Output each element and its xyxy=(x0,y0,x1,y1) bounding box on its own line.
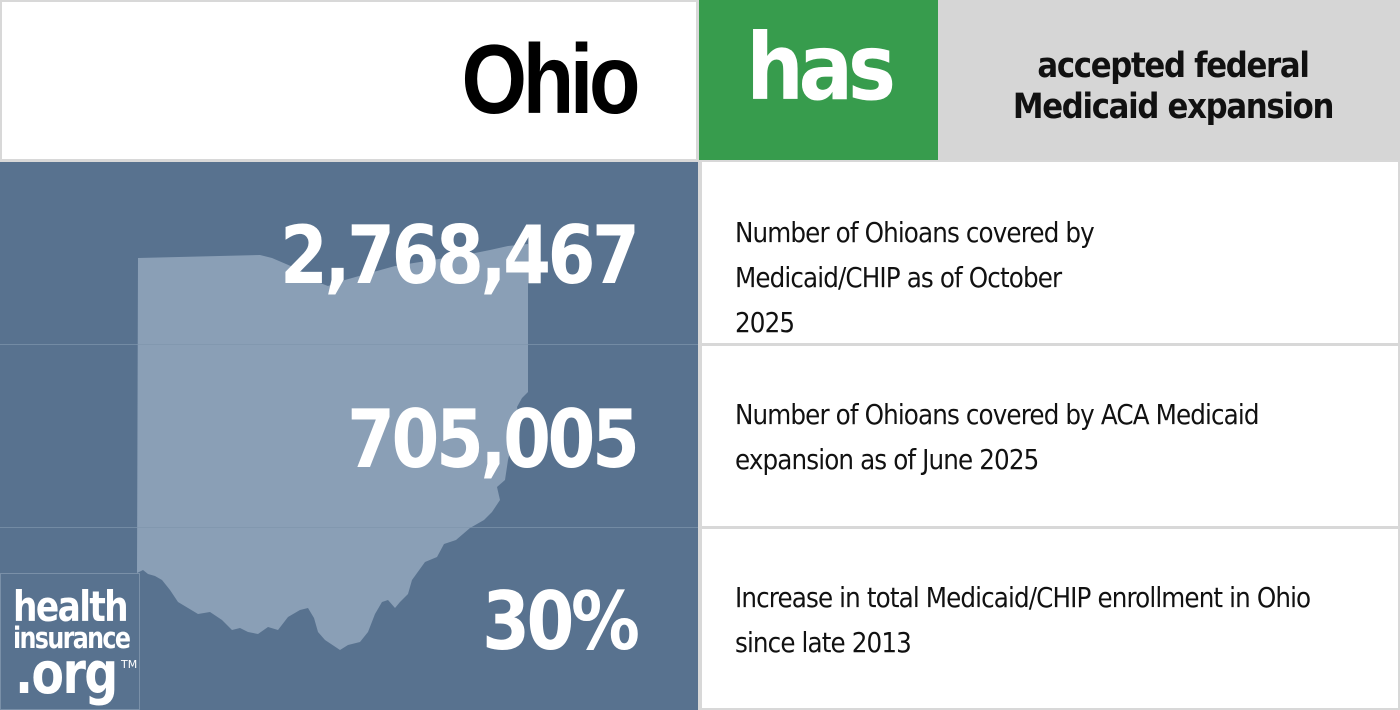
stat-value-expansion-enrollment: 705,005 xyxy=(346,393,640,486)
status-description-line1: accepted federal xyxy=(1037,46,1310,86)
stat-description-cell: Increase in total Medicaid/CHIP enrollme… xyxy=(702,529,1398,708)
stat-description-enrollment-increase: Increase in total Medicaid/CHIP enrollme… xyxy=(735,581,1311,659)
healthinsurance-org-logo[interactable]: health insurance .org TM xyxy=(0,573,140,710)
stat-description-expansion-enrollment: Number of Ohioans covered by ACA Medicai… xyxy=(735,398,1260,476)
expansion-status-description: accepted federal Medicaid expansion xyxy=(938,0,1400,160)
logo-line-org: .org xyxy=(15,639,118,707)
stat-description-cell: Number of Ohioans covered by ACA Medicai… xyxy=(702,346,1398,526)
ohio-map-icon xyxy=(137,244,528,650)
trademark-symbol: TM xyxy=(121,658,138,671)
state-name-header: Ohio xyxy=(2,2,696,159)
status-description-line2: Medicaid expansion xyxy=(1012,87,1335,127)
stat-description-cell: Number of Ohioans covered by Medicaid/CH… xyxy=(702,162,1398,343)
logo-line-insurance: insurance xyxy=(13,621,131,655)
row-divider xyxy=(0,527,698,528)
stats-values-panel: 2,768,467 705,005 30% health insurance .… xyxy=(0,162,698,710)
stat-value-enrollment-increase: 30% xyxy=(481,575,640,668)
stats-descriptions-panel: Number of Ohioans covered by Medicaid/CH… xyxy=(700,162,1400,710)
expansion-status-word: has xyxy=(746,14,896,121)
stat-description-total-enrollment: Number of Ohioans covered by Medicaid/CH… xyxy=(735,216,1095,339)
row-divider xyxy=(0,344,698,345)
stat-value-total-enrollment: 2,768,467 xyxy=(279,209,640,302)
logo-line-health: health xyxy=(13,582,129,631)
expansion-status-badge: has xyxy=(699,0,938,160)
expansion-status-text: accepted federal Medicaid expansion xyxy=(966,46,1380,128)
state-name: Ohio xyxy=(461,24,640,134)
